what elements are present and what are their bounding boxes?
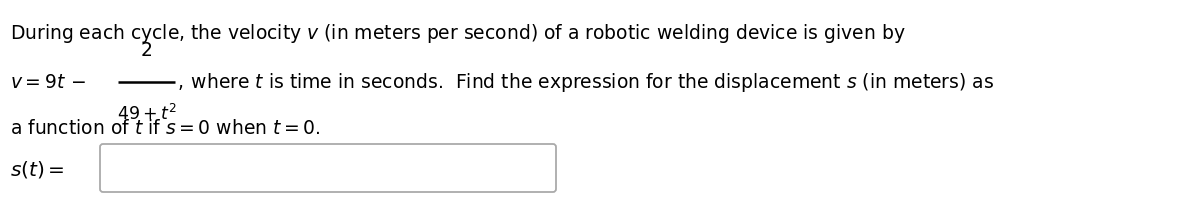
Text: $2$: $2$ bbox=[140, 41, 152, 60]
Text: $s(t) =$: $s(t) =$ bbox=[10, 159, 65, 179]
Text: a function of $t$ if $s = 0$ when $t = 0.$: a function of $t$ if $s = 0$ when $t = 0… bbox=[10, 120, 320, 138]
Text: $49 + t^2$: $49 + t^2$ bbox=[116, 104, 176, 124]
FancyBboxPatch shape bbox=[100, 144, 556, 192]
Text: where $t$ is time in seconds.  Find the expression for the displacement $s$ (in : where $t$ is time in seconds. Find the e… bbox=[185, 71, 994, 94]
Text: $,$: $,$ bbox=[178, 72, 184, 91]
Text: $v = 9t\,-\,$: $v = 9t\,-\,$ bbox=[10, 72, 86, 91]
Text: During each cycle, the velocity $v$ (in meters per second) of a robotic welding : During each cycle, the velocity $v$ (in … bbox=[10, 22, 906, 45]
